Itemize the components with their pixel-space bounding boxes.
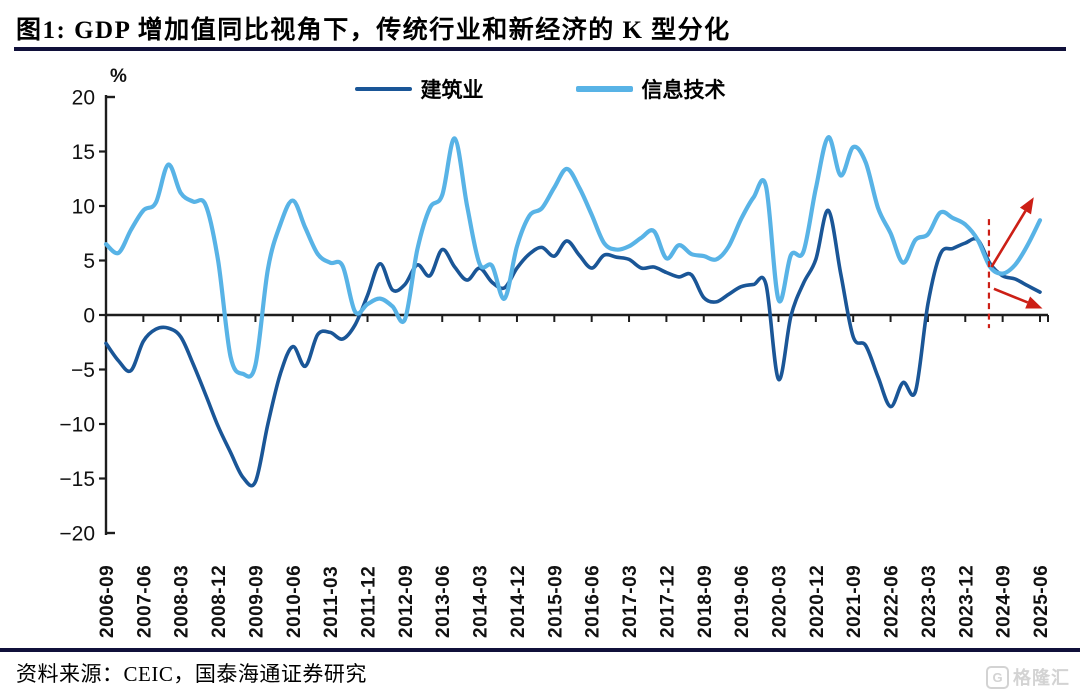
x-tick-label: 2008-12 xyxy=(209,565,230,638)
y-tick-label: 10 xyxy=(72,196,95,219)
x-tick-label: 2022-06 xyxy=(882,565,903,638)
x-tick-label: 2023-12 xyxy=(956,565,977,638)
gelonghui-logo-icon: G xyxy=(986,665,1009,689)
series-line-construction xyxy=(104,208,1042,488)
y-tick-label: −15 xyxy=(59,468,95,491)
x-tick-label: 2025-06 xyxy=(1031,565,1052,638)
x-tick-label: 2010-06 xyxy=(284,565,305,638)
figure-title: 图1: GDP 增加值同比视角下，传统行业和新经济的 K 型分化 xyxy=(16,17,731,44)
x-tick-label: 2016-06 xyxy=(583,565,604,638)
red-down-arrow-head xyxy=(1025,296,1043,309)
y-axis-unit-label: % xyxy=(110,66,127,87)
x-tick-label: 2020-12 xyxy=(807,565,828,638)
x-tick-label: 2007-06 xyxy=(134,565,155,638)
x-tick-label: 2021-09 xyxy=(844,565,865,638)
x-tick-label: 2009-09 xyxy=(246,565,267,638)
x-tick-label: 2020-03 xyxy=(769,565,790,638)
y-tick-label: −20 xyxy=(59,523,95,546)
legend-swatch-construction xyxy=(354,86,412,92)
y-tick-label: 5 xyxy=(83,250,95,273)
x-tick-label: 2024-09 xyxy=(994,565,1015,638)
x-tick-label: 2011-03 xyxy=(321,566,342,638)
watermark-gelonghui: G 格隆汇 xyxy=(986,664,1070,690)
x-tick-label: 2014-03 xyxy=(471,565,492,638)
y-tick-label: −5 xyxy=(71,359,95,382)
x-tick-label: 2014-12 xyxy=(508,565,529,638)
x-tick-label: 2017-03 xyxy=(620,565,641,638)
x-tick-label: 2017-12 xyxy=(657,565,678,638)
x-tick-label: 2011-12 xyxy=(359,566,380,638)
y-tick-label: 20 xyxy=(72,87,95,110)
x-tick-label: 2019-06 xyxy=(732,565,753,638)
legend-item-it: 信息技术 xyxy=(575,74,726,104)
source-note: 资料来源：CEIC，国泰海通证券研究 xyxy=(16,662,367,686)
x-tick-label: 2008-03 xyxy=(172,565,193,638)
legend-item-construction: 建筑业 xyxy=(354,74,484,104)
x-tick-label: 2006-09 xyxy=(97,565,118,638)
x-tick-label: 2023-03 xyxy=(919,565,940,638)
watermark-text: 格隆汇 xyxy=(1013,668,1070,688)
x-tick-label: 2013-06 xyxy=(433,565,454,638)
x-tick-label: 2012-09 xyxy=(396,565,417,638)
legend-label-it: 信息技术 xyxy=(641,78,726,102)
footer-divider xyxy=(0,648,1080,652)
y-tick-label: −10 xyxy=(59,414,95,437)
legend-swatch-it xyxy=(575,86,633,92)
legend-label-construction: 建筑业 xyxy=(420,78,484,102)
series-line-it xyxy=(103,135,1043,379)
y-tick-label: 15 xyxy=(72,141,95,164)
x-tick-label: 2015-09 xyxy=(545,565,566,638)
y-tick-label: 0 xyxy=(83,305,95,328)
title-underline xyxy=(14,47,1066,51)
red-up-arrow-head xyxy=(1019,197,1034,215)
red-down-arrow xyxy=(993,287,1029,304)
chart-legend: 建筑业 信息技术 xyxy=(0,74,1080,104)
x-tick-label: 2018-09 xyxy=(695,565,716,638)
red-up-arrow xyxy=(990,210,1027,268)
